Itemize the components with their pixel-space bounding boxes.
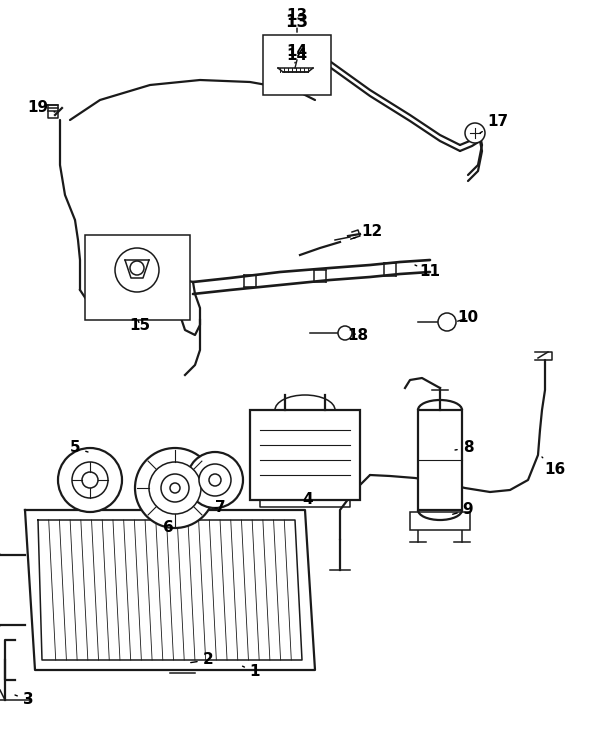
Text: 10: 10 <box>457 311 479 325</box>
Bar <box>418 410 462 510</box>
Circle shape <box>465 123 485 143</box>
Circle shape <box>199 464 231 496</box>
Text: 7: 7 <box>214 501 225 515</box>
Text: 5: 5 <box>69 441 88 455</box>
Text: 19: 19 <box>27 100 55 116</box>
Text: 8: 8 <box>455 441 473 455</box>
Text: 2: 2 <box>191 652 213 668</box>
Text: 3: 3 <box>15 693 33 707</box>
Text: 14: 14 <box>286 45 308 63</box>
Text: 1: 1 <box>242 665 260 679</box>
Circle shape <box>135 448 215 528</box>
Text: 16: 16 <box>542 457 565 477</box>
Bar <box>250 410 360 500</box>
Circle shape <box>72 462 108 498</box>
Text: 6: 6 <box>163 520 173 536</box>
Circle shape <box>209 474 221 486</box>
Text: 17: 17 <box>480 114 508 133</box>
Text: 12: 12 <box>350 224 383 240</box>
Circle shape <box>130 261 144 275</box>
Text: 11: 11 <box>415 265 441 279</box>
Bar <box>85 235 190 320</box>
Circle shape <box>161 474 189 502</box>
Text: 13: 13 <box>286 7 308 32</box>
Text: 9: 9 <box>453 503 473 517</box>
Circle shape <box>58 448 122 512</box>
Circle shape <box>170 483 180 493</box>
Text: 13: 13 <box>286 13 308 31</box>
Circle shape <box>187 452 243 508</box>
Bar <box>410 512 470 530</box>
Circle shape <box>82 472 98 488</box>
Text: 4: 4 <box>303 493 313 507</box>
Text: 14: 14 <box>286 48 308 62</box>
Circle shape <box>438 313 456 331</box>
Polygon shape <box>25 510 315 670</box>
Text: 15: 15 <box>129 317 150 333</box>
Text: 18: 18 <box>347 328 368 342</box>
Circle shape <box>338 326 352 340</box>
Circle shape <box>149 462 201 514</box>
Bar <box>263 35 331 95</box>
Circle shape <box>115 248 159 292</box>
